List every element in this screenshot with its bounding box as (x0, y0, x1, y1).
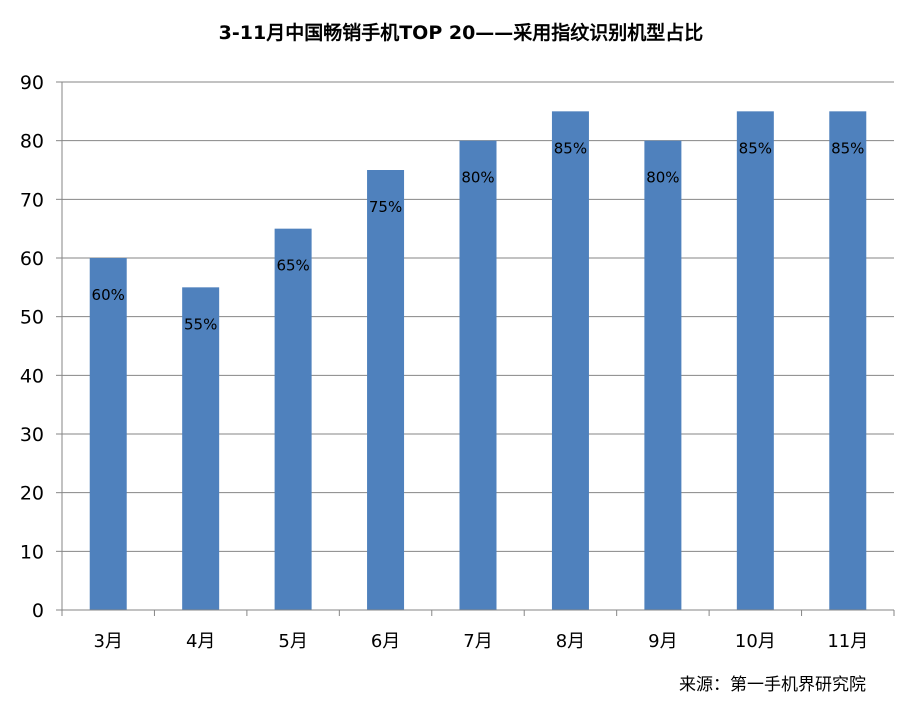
x-tick-label: 4月 (186, 631, 215, 652)
bar (182, 287, 220, 610)
bar (829, 111, 867, 610)
axes: 0 10 20 30 40 50 60 70 80 90 3月 4月 5月 6月 7月 8月 9月 10月 11月 (20, 72, 895, 652)
y-tick-label: 60 (20, 248, 44, 270)
data-label: 60% (92, 286, 125, 304)
y-tick-label: 40 (20, 365, 44, 387)
bar (736, 111, 774, 610)
data-label: 80% (461, 169, 494, 187)
x-tick-label: 10月 (735, 631, 776, 652)
data-label: 75% (369, 198, 402, 216)
x-tick-label: 3月 (93, 631, 122, 652)
y-tick-label: 30 (20, 424, 44, 446)
bar (274, 228, 312, 610)
bar (644, 140, 682, 610)
source-note: 来源：第一手机界研究院 (679, 675, 866, 695)
x-tick-label: 9月 (648, 631, 677, 652)
y-tick-label: 20 (20, 483, 44, 505)
chart-title: 3-11月中国畅销手机TOP 20——采用指纹识别机型占比 (218, 22, 704, 44)
data-label: 55% (184, 315, 217, 333)
y-tick-label: 70 (20, 189, 44, 211)
x-tick-label: 5月 (278, 631, 307, 652)
y-tick-label: 0 (32, 600, 44, 622)
data-labels: 60% 55% 65% 75% 80% 85% 80% 85% 85% (92, 139, 865, 333)
data-label: 85% (739, 139, 772, 157)
y-tick-label: 10 (20, 541, 44, 563)
bar (367, 170, 405, 610)
y-tick-label: 80 (20, 131, 44, 153)
data-label: 85% (831, 139, 864, 157)
data-label: 65% (276, 257, 309, 275)
x-tick-label: 8月 (556, 631, 585, 652)
bar (551, 111, 589, 610)
bar (89, 258, 127, 610)
y-tick-label: 50 (20, 307, 44, 329)
x-tick-label: 11月 (827, 631, 868, 652)
bars (89, 111, 867, 610)
x-tick-label: 6月 (371, 631, 400, 652)
data-label: 85% (554, 139, 587, 157)
data-label: 80% (646, 169, 679, 187)
bar (459, 140, 497, 610)
y-tick-label: 90 (20, 72, 44, 94)
x-tick-label: 7月 (463, 631, 492, 652)
